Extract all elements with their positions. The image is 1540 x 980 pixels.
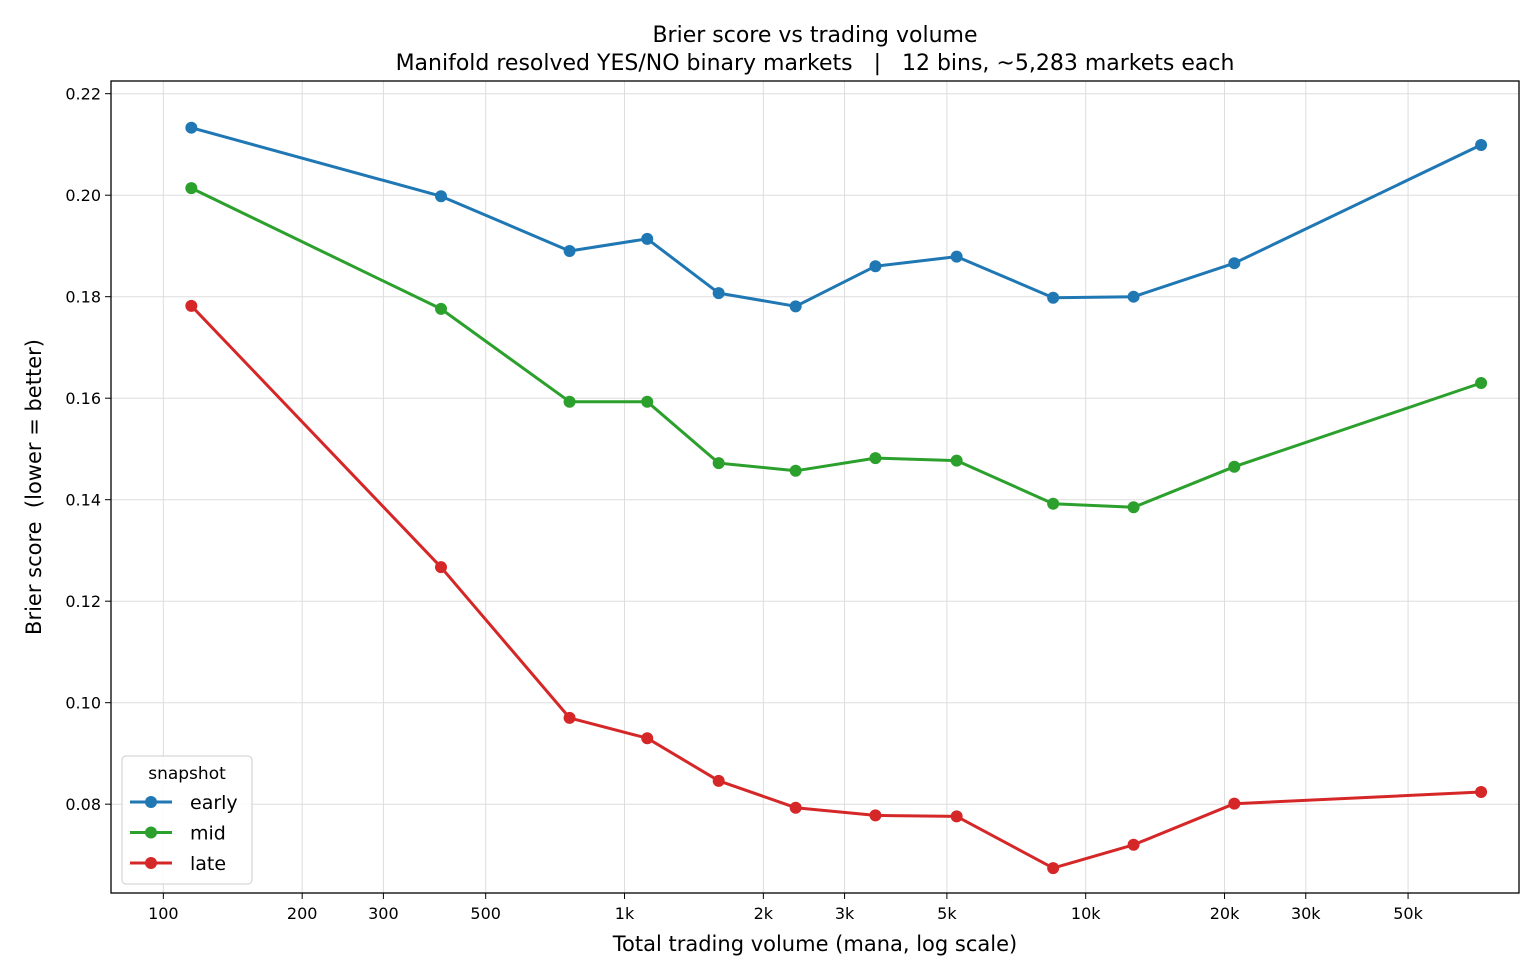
y-tick-label: 0.20 xyxy=(65,186,101,205)
data-point-early xyxy=(185,121,198,134)
x-tick-label: 2k xyxy=(754,904,774,923)
data-point-mid xyxy=(435,302,448,315)
data-point-late xyxy=(869,809,882,822)
data-point-late xyxy=(1127,838,1140,851)
series-layer xyxy=(185,121,1488,875)
y-tick-label: 0.08 xyxy=(65,795,101,814)
x-tick-label: 1k xyxy=(615,904,635,923)
data-point-late xyxy=(712,774,725,787)
data-point-mid xyxy=(1475,376,1488,389)
data-point-early xyxy=(712,287,725,300)
data-point-mid xyxy=(712,457,725,470)
x-tick-label: 200 xyxy=(287,904,318,923)
legend-entries: early mid late xyxy=(130,792,238,875)
legend-marker-late xyxy=(145,857,157,869)
series-late xyxy=(185,299,1488,875)
data-point-late xyxy=(185,299,198,312)
data-point-mid xyxy=(950,454,963,467)
legend-box xyxy=(121,755,253,885)
data-point-early xyxy=(869,260,882,273)
data-point-early xyxy=(1228,257,1241,270)
data-point-early xyxy=(1047,291,1060,304)
y-axis-label: Brier score (lower = better) xyxy=(22,339,46,635)
legend-label-early: early xyxy=(190,792,238,814)
legend-marker-early xyxy=(145,796,157,808)
data-point-late xyxy=(641,732,654,745)
data-point-late xyxy=(950,810,963,823)
y-tick-label: 0.22 xyxy=(65,85,101,104)
data-point-late xyxy=(563,711,576,724)
legend-marker-mid xyxy=(145,826,157,839)
series-line-mid xyxy=(190,186,1482,509)
y-tick-label: 0.12 xyxy=(65,592,101,611)
x-tick-label: 30k xyxy=(1291,904,1321,923)
x-tick-label: 5k xyxy=(937,904,957,923)
data-point-mid xyxy=(789,464,802,477)
data-point-early xyxy=(435,190,448,203)
legend: snapshot early mid late xyxy=(121,755,253,885)
series-early xyxy=(185,121,1488,313)
x-tick-label: 100 xyxy=(148,904,179,923)
data-point-mid xyxy=(641,395,654,408)
x-tick-label: 20k xyxy=(1210,904,1240,923)
data-point-mid xyxy=(869,452,882,465)
data-point-mid xyxy=(1047,497,1060,510)
data-point-mid xyxy=(1228,460,1241,473)
data-point-early xyxy=(641,232,654,245)
data-point-late xyxy=(1047,862,1060,875)
legend-label-mid: mid xyxy=(190,823,226,845)
data-point-early xyxy=(1127,290,1140,303)
data-point-early xyxy=(950,250,963,263)
data-point-late xyxy=(1228,797,1241,810)
x-axis: 100 200 300 500 1k 2k 3k 5k 10k 20k 30k 50k xyxy=(148,893,1424,923)
data-point-mid xyxy=(185,182,198,195)
y-tick-label: 0.10 xyxy=(65,694,101,713)
y-tick-label: 0.16 xyxy=(65,389,101,408)
chart-title: Brier score vs trading volume xyxy=(652,23,977,48)
x-tick-label: 10k xyxy=(1071,904,1101,923)
legend-label-late: late xyxy=(190,853,226,875)
data-point-late xyxy=(435,561,448,574)
data-point-early xyxy=(789,300,802,313)
series-line-early xyxy=(190,126,1482,308)
data-point-early xyxy=(563,245,576,258)
data-point-mid xyxy=(1127,501,1140,514)
x-axis-label: Total trading volume (mana, log scale) xyxy=(612,932,1017,956)
data-point-mid xyxy=(563,395,576,408)
plot-frame xyxy=(110,80,1520,894)
grid xyxy=(111,81,1519,893)
x-tick-label: 50k xyxy=(1393,904,1423,923)
y-tick-label: 0.14 xyxy=(65,491,101,510)
x-tick-label: 300 xyxy=(368,904,399,923)
y-axis: 0.08 0.10 0.12 0.14 0.16 0.18 0.20 0.22 xyxy=(65,85,111,814)
legend-title: snapshot xyxy=(148,764,226,784)
x-tick-label: 500 xyxy=(470,904,501,923)
data-point-late xyxy=(1475,786,1488,799)
series-mid xyxy=(185,182,1488,514)
x-tick-label: 3k xyxy=(835,904,855,923)
data-point-early xyxy=(1475,138,1488,151)
data-point-late xyxy=(789,801,802,814)
chart-subtitle: Manifold resolved YES/NO binary markets … xyxy=(396,51,1235,76)
series-line-late xyxy=(190,304,1482,870)
y-tick-label: 0.18 xyxy=(65,288,101,307)
